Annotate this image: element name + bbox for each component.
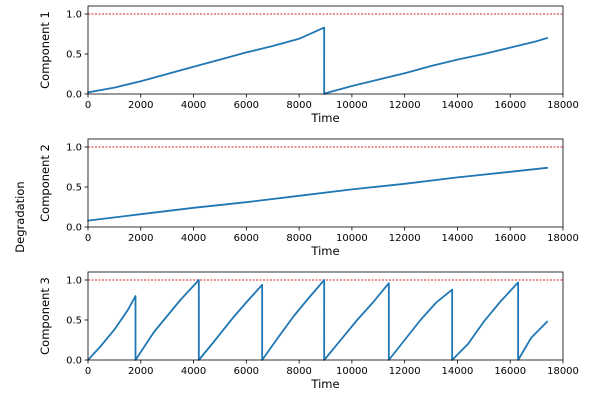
panel-3-x-tick-label: 2000	[128, 366, 153, 377]
panel-3-x-tick-label: 4000	[181, 366, 206, 377]
panel-2-x-axis-label: Time	[310, 244, 339, 258]
panel-3-x-tick-label: 12000	[389, 366, 421, 377]
panel-3-x-tick-label: 14000	[442, 366, 474, 377]
panel-2-x-tick-label: 0	[85, 233, 91, 244]
panel-1-x-tick-label: 8000	[286, 100, 311, 111]
panel-2-x-tick-label: 6000	[234, 233, 259, 244]
panel-2-y-tick-label: 0.5	[66, 183, 82, 194]
panel-2-y-tick-label: 1.0	[66, 143, 82, 154]
panel-1-axes-frame	[87, 5, 564, 95]
panel-1-x-tick-label: 0	[85, 100, 91, 111]
panel-3: 0 2000 4000 6000 8000 10000 12000 14000 16000 180…	[38, 271, 579, 391]
panel-2-x-tick-label: 10000	[336, 233, 368, 244]
panel-1-x-tick-label: 14000	[442, 100, 474, 111]
panel-3-axes-frame	[87, 271, 564, 361]
panel-2-x-tick-label: 12000	[389, 233, 421, 244]
panel-1-y-tick-label: 0.5	[66, 50, 82, 61]
panel-3-x-tick-label: 6000	[234, 366, 259, 377]
panel-2: 0 2000 4000 6000 8000 10000 12000 14000 16000 180…	[38, 138, 579, 258]
panel-3-x-tick-label: 8000	[286, 366, 311, 377]
panel-2-x-tick-label: 18000	[547, 233, 579, 244]
panel-3-x-tick-label: 0	[85, 366, 91, 377]
panel-2-y-axis-label: Component 2	[38, 144, 52, 222]
panel-1-x-tick-label: 12000	[389, 100, 421, 111]
panel-2-x-tick-label: 16000	[494, 233, 526, 244]
panel-3-y-tick-label: 1.0	[66, 276, 82, 287]
panel-3-x-tick-label: 16000	[494, 366, 526, 377]
panel-1-x-tick-label: 6000	[234, 100, 259, 111]
panel-1-x-tick-label: 4000	[181, 100, 206, 111]
panel-1: 0 2000 4000 6000 8000 10000 12000 14000 16000 180…	[38, 5, 579, 125]
panel-3-y-tick-label: 0.0	[66, 356, 82, 367]
panels-group: 0 2000 4000 6000 8000 10000 12000 14000 16000 180…	[38, 5, 579, 391]
panel-2-x-tick-label: 4000	[181, 233, 206, 244]
panel-1-y-tick-label: 1.0	[66, 10, 82, 21]
panel-1-y-tick-label: 0.0	[66, 90, 82, 101]
panel-3-x-tick-label: 18000	[547, 366, 579, 377]
panel-3-y-axis-label: Component 3	[38, 277, 52, 355]
panel-2-x-tick-label: 2000	[128, 233, 153, 244]
panel-2-x-tick-label: 8000	[286, 233, 311, 244]
panel-2-x-tick-label: 14000	[442, 233, 474, 244]
panel-1-x-tick-label: 10000	[336, 100, 368, 111]
shared-y-axis-label: Degradation	[13, 181, 27, 252]
panel-1-x-axis-label: Time	[310, 111, 339, 125]
panel-3-x-axis-label: Time	[310, 377, 339, 391]
panel-1-x-tick-label: 2000	[128, 100, 153, 111]
panel-2-axes-frame	[87, 138, 564, 228]
panel-3-y-tick-label: 0.5	[66, 316, 82, 327]
panel-1-x-tick-label: 18000	[547, 100, 579, 111]
panel-3-series-line-1	[87, 279, 549, 361]
panel-1-x-tick-label: 16000	[494, 100, 526, 111]
panel-3-x-tick-label: 10000	[336, 366, 368, 377]
panel-2-y-tick-label: 0.0	[66, 223, 82, 234]
panel-1-y-axis-label: Component 1	[38, 11, 52, 89]
panel-2-series-line-1	[87, 166, 549, 222]
